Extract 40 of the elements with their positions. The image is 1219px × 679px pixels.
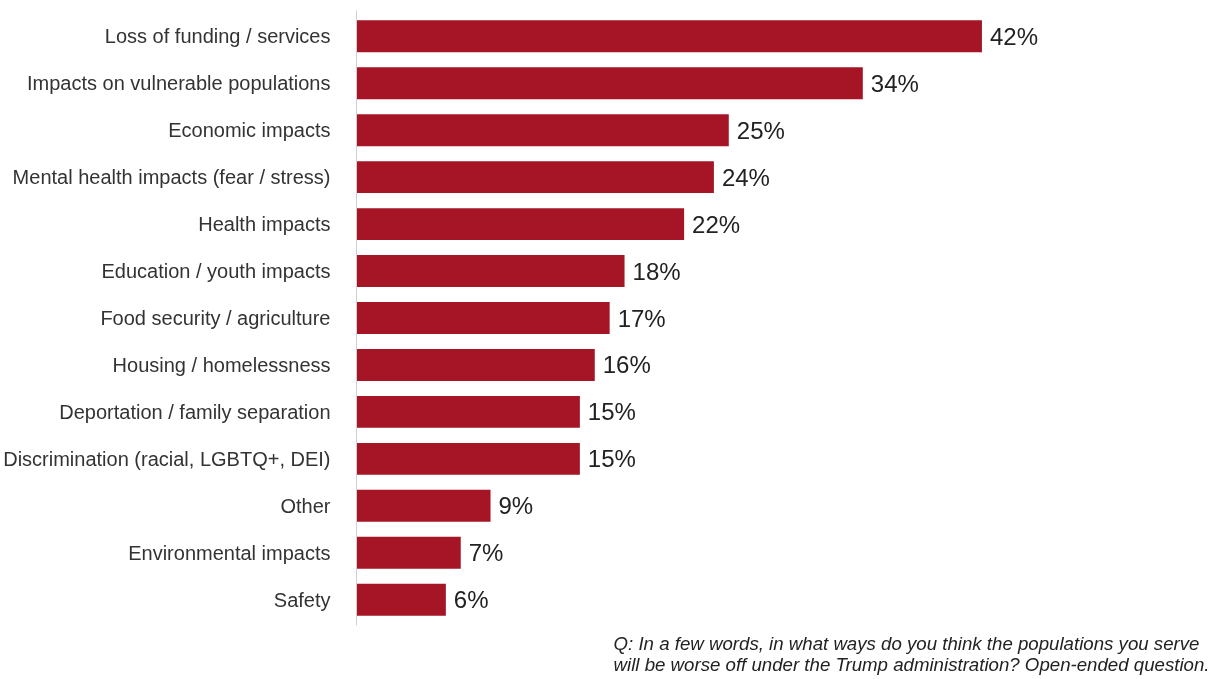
data-label: 6% <box>453 586 489 614</box>
data-label: 22% <box>692 210 741 238</box>
bar <box>356 255 625 288</box>
bar <box>356 442 580 475</box>
y-tick-label: Other <box>280 494 331 517</box>
data-label: 42% <box>989 22 1038 50</box>
bar <box>356 208 685 241</box>
data-label: 16% <box>602 351 651 379</box>
y-tick-label: Safety <box>273 588 331 611</box>
bar <box>356 348 595 381</box>
data-label: 25% <box>736 116 785 144</box>
data-label: 7% <box>468 539 504 567</box>
y-tick-label: Environmental impacts <box>128 541 331 564</box>
y-tick-label: Housing / homelessness <box>112 353 331 376</box>
bar <box>356 395 580 428</box>
text: Q: In a few words, in what ways do you think the populations you serve will be worse off under the Trump administration? Open-ended question. <box>613 632 1210 675</box>
y-tick-label: Education / youth impacts <box>101 260 331 283</box>
y-tick-label: Economic impacts <box>168 119 331 142</box>
y-tick-label: Food security / agriculture <box>100 307 331 329</box>
y-tick-label: Mental health impacts (fear / stress) <box>12 166 331 189</box>
y-tick-label: Health impacts <box>198 213 331 236</box>
y-tick-label: Deportation / family separation <box>59 400 331 423</box>
data-label: 18% <box>632 257 681 285</box>
y-tick-label: Impacts on vulnerable populations <box>26 72 331 95</box>
bar <box>356 20 982 53</box>
bar <box>356 536 461 569</box>
bar <box>356 583 446 616</box>
y-tick-label: Loss of funding / services <box>104 25 331 48</box>
bar <box>356 161 714 194</box>
data-label: 34% <box>870 69 919 97</box>
y-tick-label: Discrimination (racial, LGBTQ+, DEI) <box>3 447 331 470</box>
data-label: 15% <box>587 445 636 473</box>
data-label: 9% <box>498 492 534 520</box>
bar <box>356 67 863 100</box>
data-label: 15% <box>587 398 636 426</box>
data-label: 17% <box>617 304 666 332</box>
bar <box>356 114 729 147</box>
data-label: 24% <box>721 163 770 191</box>
bar <box>356 489 491 522</box>
bar <box>356 302 610 334</box>
